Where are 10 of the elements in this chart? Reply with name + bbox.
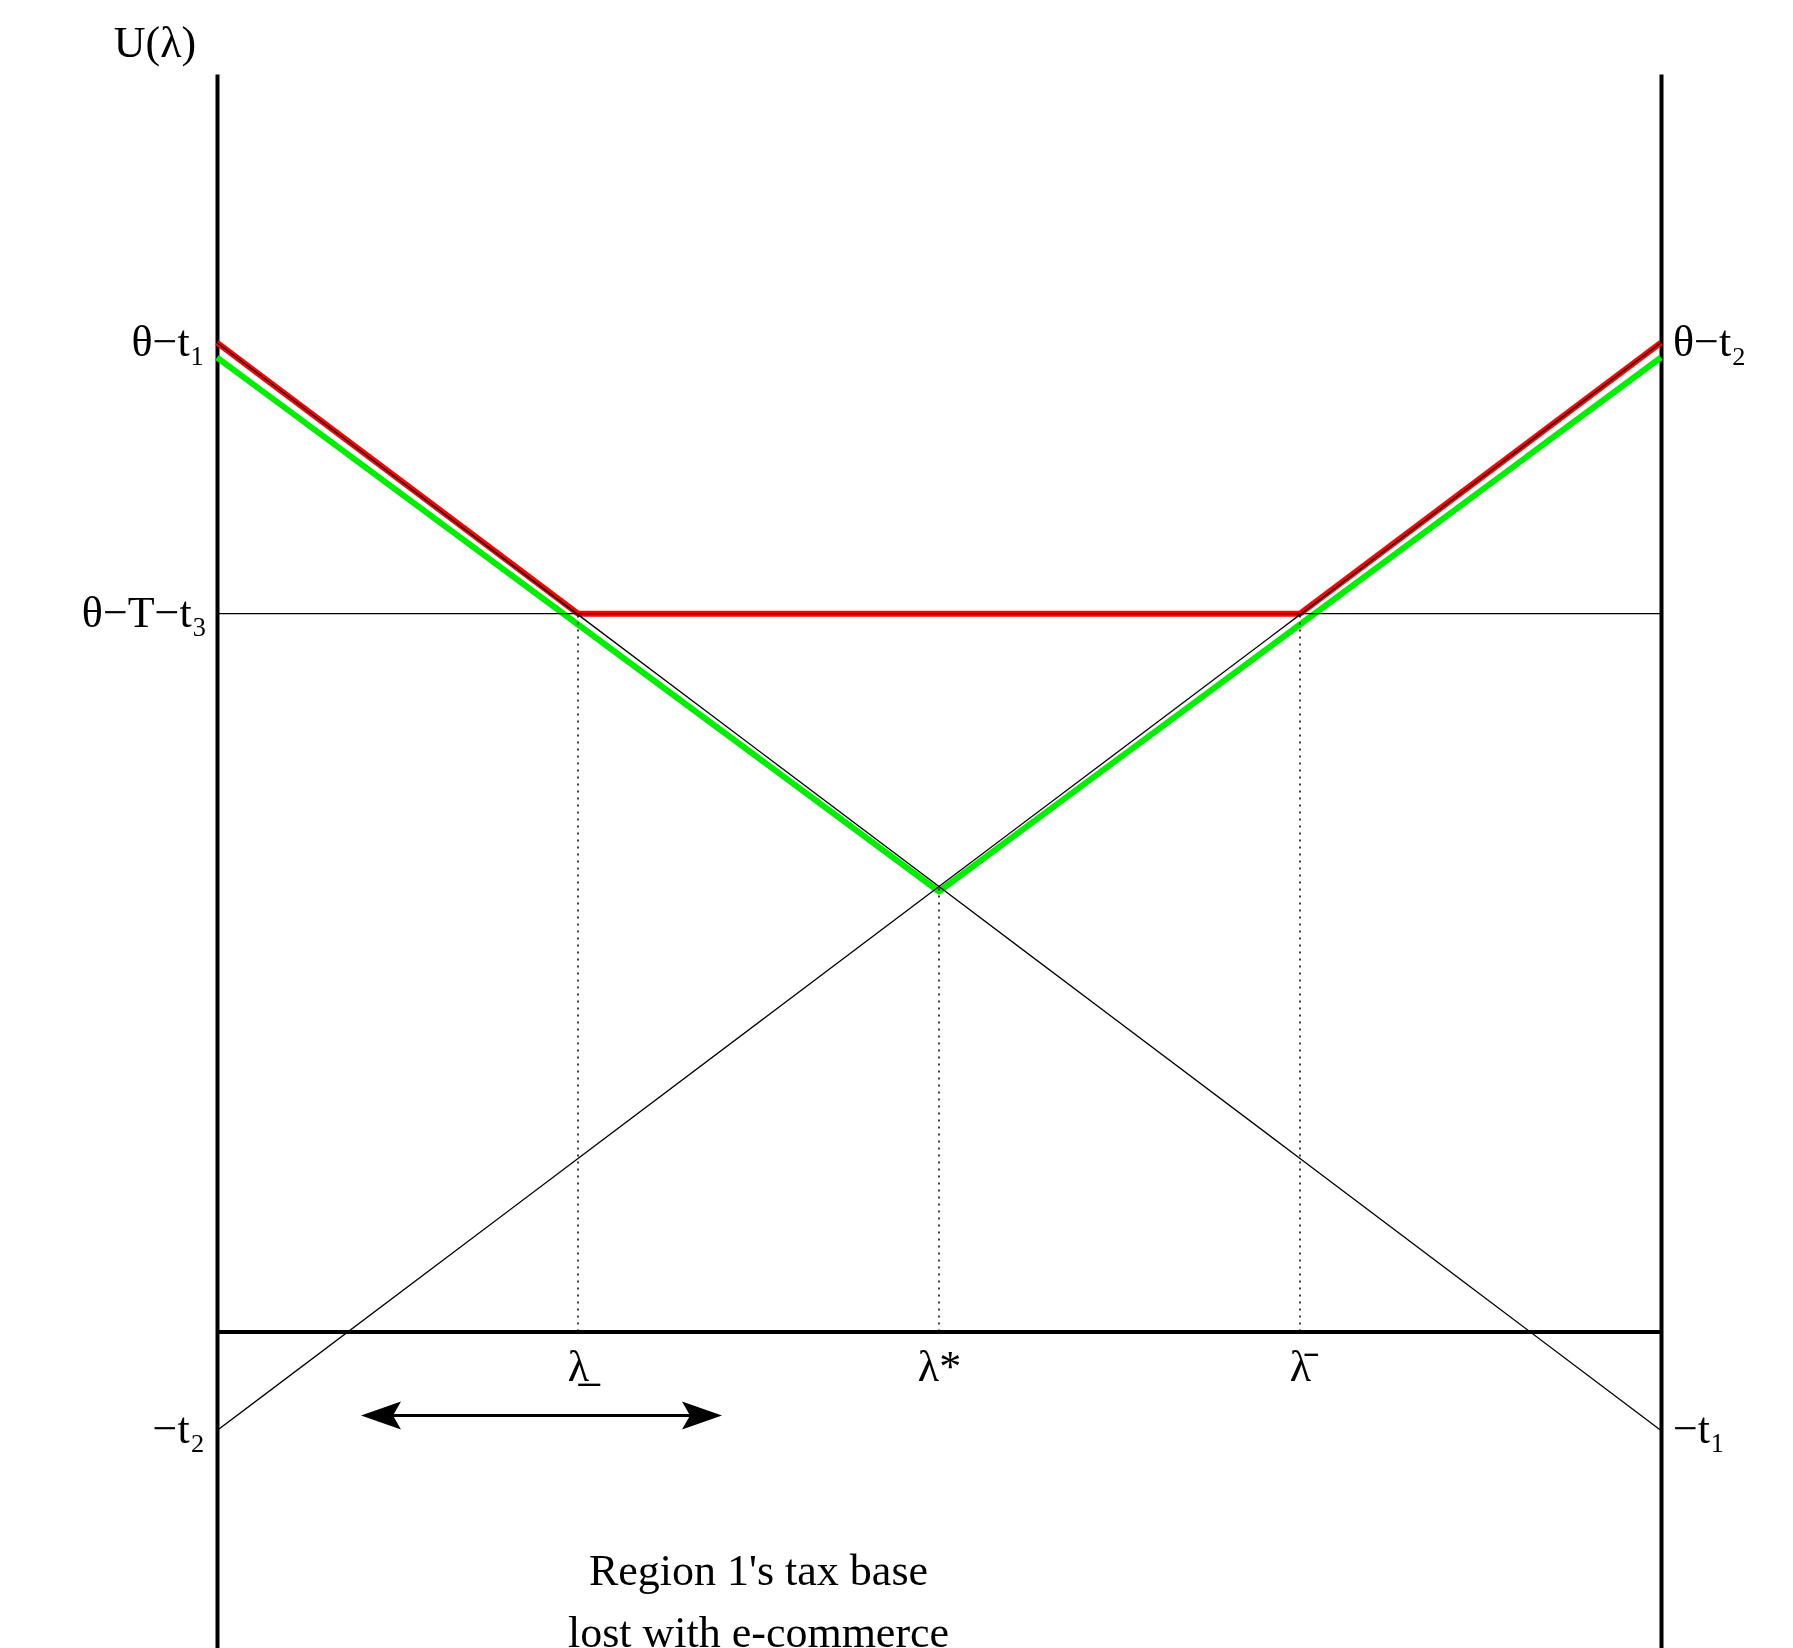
text: U(λ) (113, 18, 197, 67)
text: θ−t₁ (131, 316, 205, 366)
text: −t₂ (152, 1404, 205, 1454)
text: θ−t₂ (1673, 316, 1747, 366)
x-tick-label: λ̲ (567, 1342, 602, 1392)
text: Region 1's tax base lost with e-commerce (567, 1545, 950, 1648)
text: −t₁ (1673, 1404, 1726, 1454)
x-tick-label: λ* (917, 1342, 962, 1392)
x-tick-label: λ̄ (1289, 1342, 1319, 1392)
ref-line-label: θ−T−t₃ (81, 587, 207, 637)
